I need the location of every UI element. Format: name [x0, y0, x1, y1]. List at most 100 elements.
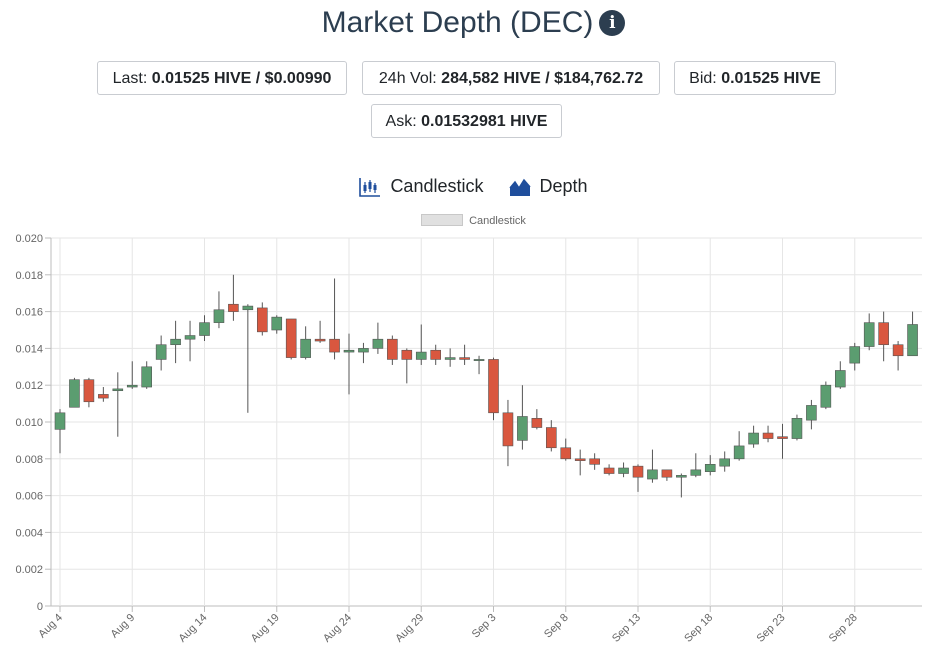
volume-label: 24h Vol:: [378, 70, 442, 87]
candle-body: [661, 469, 673, 478]
y-tick-label: 0.016: [15, 307, 43, 319]
last-price-card: Last: 0.01525 HIVE / $0.00990: [97, 61, 347, 95]
candle-body: [285, 318, 297, 358]
candle-body: [574, 458, 586, 461]
candle-body: [892, 344, 904, 357]
candle-body: [806, 405, 817, 421]
candle-body: [704, 464, 716, 472]
candle-body: [387, 338, 398, 360]
candle-body: [719, 458, 731, 467]
depth-label: Depth: [539, 176, 588, 196]
y-tick-label: 0.006: [15, 491, 43, 503]
candle-body: [242, 305, 254, 311]
candle-body: [762, 432, 774, 439]
x-tick-label: Aug 9: [109, 612, 138, 641]
y-tick-label: 0.020: [15, 233, 43, 245]
info-icon[interactable]: i: [599, 10, 626, 36]
candle-body: [170, 338, 181, 346]
legend-swatch: [421, 214, 464, 226]
candle-body: [69, 379, 80, 408]
candle-body: [141, 366, 152, 388]
y-tick-label: 0: [37, 601, 43, 613]
candle-body: [199, 322, 210, 336]
bid-label: Bid:: [689, 70, 722, 87]
page-title-text: Market Depth (DEC): [321, 6, 594, 39]
y-tick-label: 0.014: [15, 343, 43, 355]
x-tick-label: Sep 23: [754, 612, 787, 645]
candlestick-icon: [359, 177, 381, 197]
candle-body: [54, 412, 66, 430]
candle-body: [603, 467, 615, 474]
candle-body: [618, 467, 629, 474]
candle-body: [343, 349, 355, 353]
candle-body: [256, 307, 268, 333]
candle-body: [878, 322, 889, 346]
candle-body: [228, 303, 239, 312]
candle-body: [517, 416, 528, 441]
ask-value: 0.01532981 HIVE: [421, 113, 548, 130]
volume-value: 284,582 HIVE / $184,762.72: [441, 70, 644, 87]
candle-body: [358, 348, 369, 353]
candle-body: [300, 338, 311, 358]
candle-body: [112, 388, 124, 392]
x-tick-label: Aug 19: [249, 612, 282, 645]
candle-body: [676, 475, 687, 478]
candle-body: [83, 379, 95, 403]
candle-body: [372, 338, 384, 349]
candle-body: [560, 447, 572, 460]
x-tick-label: Sep 28: [827, 612, 860, 645]
x-tick-label: Aug 14: [176, 612, 209, 645]
y-tick-label: 0.004: [15, 527, 43, 539]
page-title: Market Depth (DEC) i: [0, 6, 947, 40]
legend-label: Candlestick: [469, 215, 526, 227]
last-value: 0.01525 HIVE / $0.00990: [151, 70, 332, 87]
candle-body: [329, 338, 340, 353]
depth-icon: [508, 178, 531, 196]
candle-body: [314, 338, 326, 342]
ask-label: Ask:: [385, 113, 422, 130]
candle-body: [213, 309, 225, 323]
x-tick-label: Sep 18: [682, 612, 715, 645]
x-tick-label: Sep 8: [542, 612, 571, 641]
candle-body: [791, 418, 803, 439]
x-tick-label: Aug 4: [36, 612, 65, 641]
bid-card: Bid: 0.01525 HIVE: [674, 61, 836, 95]
volume-card: 24h Vol: 284,582 HIVE / $184,762.72: [362, 61, 660, 95]
depth-toggle[interactable]: Depth: [508, 176, 588, 197]
candle-body: [647, 469, 658, 480]
candle-body: [430, 349, 442, 360]
x-tick-label: Sep 3: [470, 612, 499, 641]
candle-body: [733, 445, 745, 460]
candle-body: [820, 384, 832, 408]
y-tick-label: 0.002: [15, 564, 43, 576]
y-tick-label: 0.018: [15, 270, 43, 282]
x-tick-label: Aug 24: [321, 612, 354, 645]
y-tick-label: 0.008: [15, 454, 43, 466]
candle-body: [589, 458, 600, 465]
candle-body: [98, 394, 109, 399]
candle-body: [690, 469, 702, 476]
candle-body: [777, 436, 788, 439]
candle-body: [863, 322, 875, 347]
candle-body: [488, 359, 499, 414]
candle-body: [184, 335, 196, 340]
candle-body: [401, 349, 413, 360]
candlestick-label: Candlestick: [390, 176, 484, 196]
candle-body: [907, 324, 918, 357]
y-tick-label: 0.012: [15, 380, 43, 392]
chart-type-toggles: Candlestick Depth: [0, 176, 947, 202]
candle-body: [459, 357, 470, 360]
candle-body: [834, 370, 846, 388]
candle-body: [849, 346, 861, 364]
y-tick-label: 0.010: [15, 417, 43, 429]
last-label: Last:: [112, 70, 152, 87]
candle-body: [473, 359, 485, 361]
x-tick-label: Sep 13: [610, 612, 643, 645]
candle-body: [531, 418, 543, 428]
candle-body: [632, 465, 644, 478]
chart-legend[interactable]: Candlestick: [0, 214, 947, 227]
candle-body: [748, 432, 759, 445]
ask-card: Ask: 0.01532981 HIVE: [371, 104, 562, 138]
candlestick-toggle[interactable]: Candlestick: [359, 176, 483, 197]
candle-body: [155, 344, 167, 360]
